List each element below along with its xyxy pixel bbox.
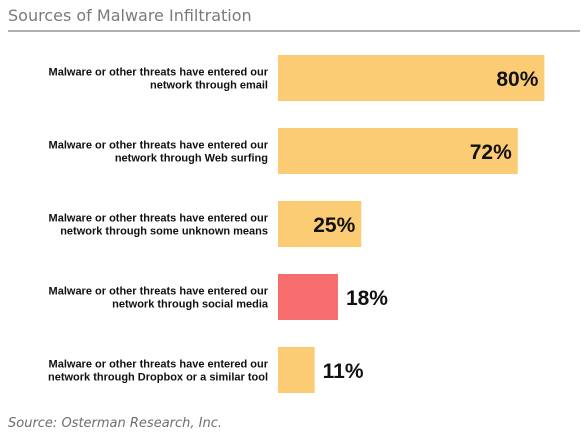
category-label-5: Malware or other threats have entered ou… bbox=[48, 359, 269, 384]
bar-3 bbox=[278, 201, 362, 247]
bar-5 bbox=[278, 347, 315, 393]
category-label-line: network through some unknown means bbox=[60, 226, 268, 238]
category-label-line: Malware or other threats have entered ou… bbox=[49, 140, 269, 152]
category-label-line: Malware or other threats have entered ou… bbox=[49, 213, 269, 225]
category-label-line: network through social media bbox=[112, 299, 269, 311]
category-label-line: Malware or other threats have entered ou… bbox=[49, 286, 269, 298]
category-label-4: Malware or other threats have entered ou… bbox=[49, 286, 269, 311]
source-note: Source: Osterman Research, Inc. bbox=[8, 416, 223, 431]
title-divider bbox=[8, 30, 580, 32]
value-label-2: 72% bbox=[470, 141, 512, 164]
category-label-line: network through email bbox=[150, 80, 268, 92]
category-label-line: network through Dropbox or a similar too… bbox=[48, 372, 268, 384]
category-label-line: Malware or other threats have entered ou… bbox=[49, 359, 269, 371]
category-label-2: Malware or other threats have entered ou… bbox=[49, 140, 269, 165]
bar-1 bbox=[278, 55, 545, 101]
category-label-line: Malware or other threats have entered ou… bbox=[49, 67, 269, 79]
bars-layer: Malware or other threats have entered ou… bbox=[48, 55, 545, 393]
value-label-3: 25% bbox=[313, 214, 355, 237]
bar-4 bbox=[278, 274, 338, 320]
value-label-5: 11% bbox=[323, 360, 364, 383]
category-label-1: Malware or other threats have entered ou… bbox=[49, 67, 269, 92]
category-label-3: Malware or other threats have entered ou… bbox=[49, 213, 269, 238]
category-label-line: network through Web surfing bbox=[115, 153, 268, 165]
value-label-4: 18% bbox=[346, 287, 388, 310]
chart-title: Sources of Malware Infiltration bbox=[8, 6, 252, 25]
bar-2 bbox=[278, 128, 518, 174]
value-label-1: 80% bbox=[496, 68, 538, 91]
